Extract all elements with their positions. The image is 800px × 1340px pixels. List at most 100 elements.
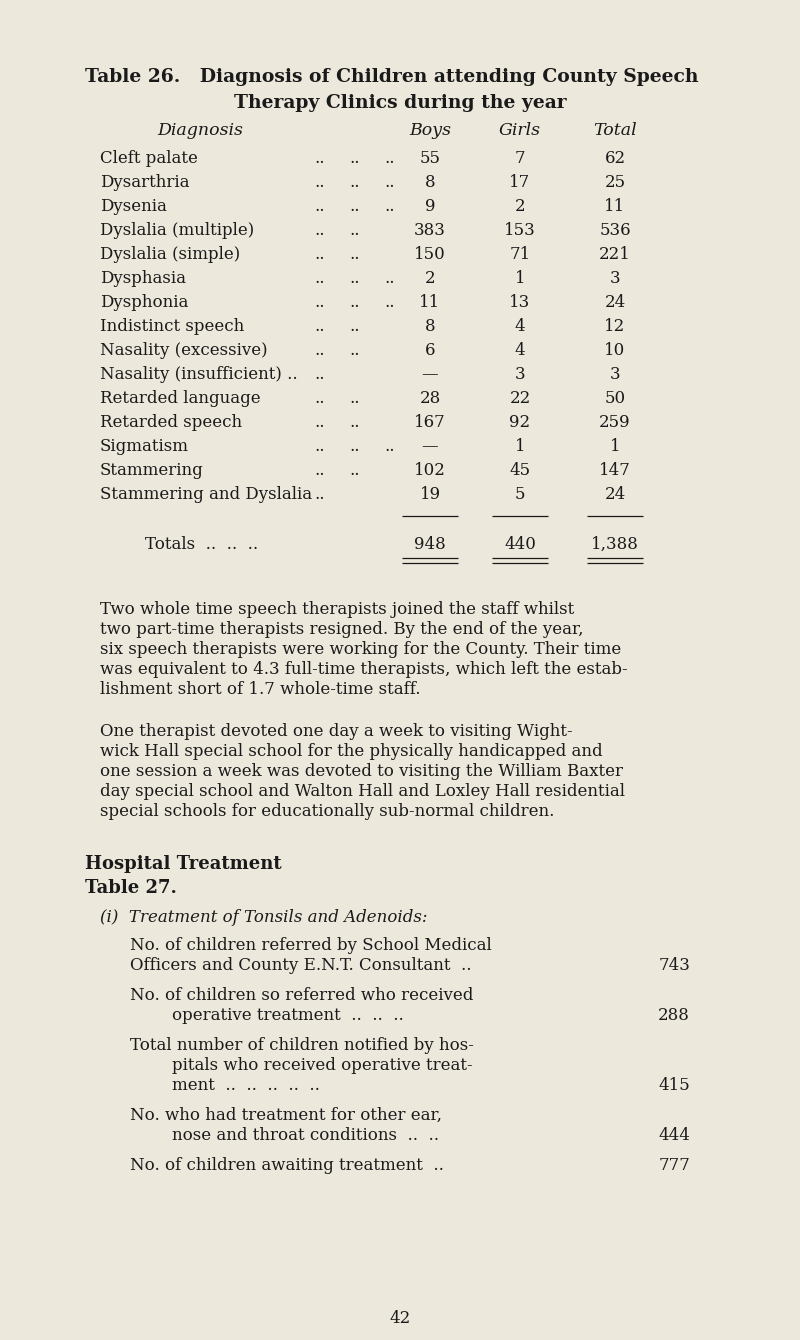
- Text: 5: 5: [514, 486, 526, 502]
- Text: ..: ..: [314, 390, 326, 407]
- Text: 743: 743: [658, 957, 690, 974]
- Text: day special school and Walton Hall and Loxley Hall residential: day special school and Walton Hall and L…: [100, 783, 625, 800]
- Text: ..: ..: [314, 342, 326, 359]
- Text: ..: ..: [314, 198, 326, 214]
- Text: 3: 3: [514, 366, 526, 383]
- Text: 259: 259: [599, 414, 631, 431]
- Text: 948: 948: [414, 536, 446, 553]
- Text: ..: ..: [385, 174, 395, 192]
- Text: was equivalent to 4.3 full-time therapists, which left the estab-: was equivalent to 4.3 full-time therapis…: [100, 661, 628, 678]
- Text: —: —: [422, 366, 438, 383]
- Text: Dyslalia (simple): Dyslalia (simple): [100, 247, 240, 263]
- Text: ..: ..: [385, 293, 395, 311]
- Text: Retarded language: Retarded language: [100, 390, 261, 407]
- Text: Table 27.: Table 27.: [85, 879, 177, 896]
- Text: ..: ..: [314, 269, 326, 287]
- Text: Girls: Girls: [499, 122, 541, 139]
- Text: 167: 167: [414, 414, 446, 431]
- Text: Hospital Treatment: Hospital Treatment: [85, 855, 282, 872]
- Text: —: —: [422, 438, 438, 456]
- Text: Dyslalia (multiple): Dyslalia (multiple): [100, 222, 254, 239]
- Text: wick Hall special school for the physically handicapped and: wick Hall special school for the physica…: [100, 742, 602, 760]
- Text: ..: ..: [350, 222, 360, 239]
- Text: Indistinct speech: Indistinct speech: [100, 318, 244, 335]
- Text: 1: 1: [514, 438, 526, 456]
- Text: ..: ..: [314, 486, 326, 502]
- Text: 150: 150: [414, 247, 446, 263]
- Text: 50: 50: [605, 390, 626, 407]
- Text: ..: ..: [385, 198, 395, 214]
- Text: No. of children awaiting treatment  ..: No. of children awaiting treatment ..: [130, 1156, 444, 1174]
- Text: two part-time therapists resigned. By the end of the year,: two part-time therapists resigned. By th…: [100, 620, 583, 638]
- Text: special schools for educationally sub-normal children.: special schools for educationally sub-no…: [100, 803, 554, 820]
- Text: ..: ..: [350, 293, 360, 311]
- Text: ..: ..: [350, 342, 360, 359]
- Text: One therapist devoted one day a week to visiting Wight-: One therapist devoted one day a week to …: [100, 724, 573, 740]
- Text: Retarded speech: Retarded speech: [100, 414, 242, 431]
- Text: 13: 13: [510, 293, 530, 311]
- Text: ..: ..: [314, 462, 326, 478]
- Text: 153: 153: [504, 222, 536, 239]
- Text: No. who had treatment for other ear,: No. who had treatment for other ear,: [130, 1107, 442, 1124]
- Text: 221: 221: [599, 247, 631, 263]
- Text: 536: 536: [599, 222, 631, 239]
- Text: ment  ..  ..  ..  ..  ..: ment .. .. .. .. ..: [130, 1077, 320, 1093]
- Text: 42: 42: [390, 1311, 410, 1327]
- Text: 102: 102: [414, 462, 446, 478]
- Text: Nasality (insufficient) ..: Nasality (insufficient) ..: [100, 366, 298, 383]
- Text: 415: 415: [658, 1077, 690, 1093]
- Text: ..: ..: [385, 150, 395, 168]
- Text: Dysarthria: Dysarthria: [100, 174, 190, 192]
- Text: Dysphonia: Dysphonia: [100, 293, 188, 311]
- Text: 444: 444: [658, 1127, 690, 1144]
- Text: ..: ..: [314, 222, 326, 239]
- Text: 22: 22: [510, 390, 530, 407]
- Text: ..: ..: [314, 366, 326, 383]
- Text: Totals  ..  ..  ..: Totals .. .. ..: [145, 536, 258, 553]
- Text: (i)  Treatment of Tonsils and Adenoids:: (i) Treatment of Tonsils and Adenoids:: [100, 909, 427, 926]
- Text: ..: ..: [350, 198, 360, 214]
- Text: Boys: Boys: [409, 122, 451, 139]
- Text: 17: 17: [510, 174, 530, 192]
- Text: 62: 62: [605, 150, 626, 168]
- Text: 288: 288: [658, 1006, 690, 1024]
- Text: Cleft palate: Cleft palate: [100, 150, 198, 168]
- Text: 25: 25: [605, 174, 626, 192]
- Text: Stammering and Dyslalia: Stammering and Dyslalia: [100, 486, 312, 502]
- Text: ..: ..: [350, 150, 360, 168]
- Text: ..: ..: [385, 438, 395, 456]
- Text: ..: ..: [350, 174, 360, 192]
- Text: 11: 11: [604, 198, 626, 214]
- Text: 11: 11: [419, 293, 441, 311]
- Text: 3: 3: [610, 269, 620, 287]
- Text: 10: 10: [604, 342, 626, 359]
- Text: Total: Total: [593, 122, 637, 139]
- Text: lishment short of 1.7 whole-time staff.: lishment short of 1.7 whole-time staff.: [100, 681, 421, 698]
- Text: 45: 45: [510, 462, 530, 478]
- Text: six speech therapists were working for the County. Their time: six speech therapists were working for t…: [100, 641, 622, 658]
- Text: 24: 24: [604, 293, 626, 311]
- Text: ..: ..: [350, 390, 360, 407]
- Text: Officers and County E.N.T. Consultant  ..: Officers and County E.N.T. Consultant ..: [130, 957, 471, 974]
- Text: 92: 92: [510, 414, 530, 431]
- Text: ..: ..: [350, 247, 360, 263]
- Text: 147: 147: [599, 462, 631, 478]
- Text: ..: ..: [314, 293, 326, 311]
- Text: 1: 1: [610, 438, 620, 456]
- Text: 71: 71: [510, 247, 530, 263]
- Text: 3: 3: [610, 366, 620, 383]
- Text: 9: 9: [425, 198, 435, 214]
- Text: No. of children referred by School Medical: No. of children referred by School Medic…: [130, 937, 492, 954]
- Text: ..: ..: [350, 438, 360, 456]
- Text: ..: ..: [314, 150, 326, 168]
- Text: 1: 1: [514, 269, 526, 287]
- Text: 6: 6: [425, 342, 435, 359]
- Text: Total number of children notified by hos-: Total number of children notified by hos…: [130, 1037, 474, 1055]
- Text: 4: 4: [514, 342, 526, 359]
- Text: 2: 2: [425, 269, 435, 287]
- Text: No. of children so referred who received: No. of children so referred who received: [130, 988, 474, 1004]
- Text: Table 26.   Diagnosis of Children attending County Speech: Table 26. Diagnosis of Children attendin…: [85, 68, 698, 86]
- Text: 8: 8: [425, 318, 435, 335]
- Text: 777: 777: [658, 1156, 690, 1174]
- Text: ..: ..: [350, 414, 360, 431]
